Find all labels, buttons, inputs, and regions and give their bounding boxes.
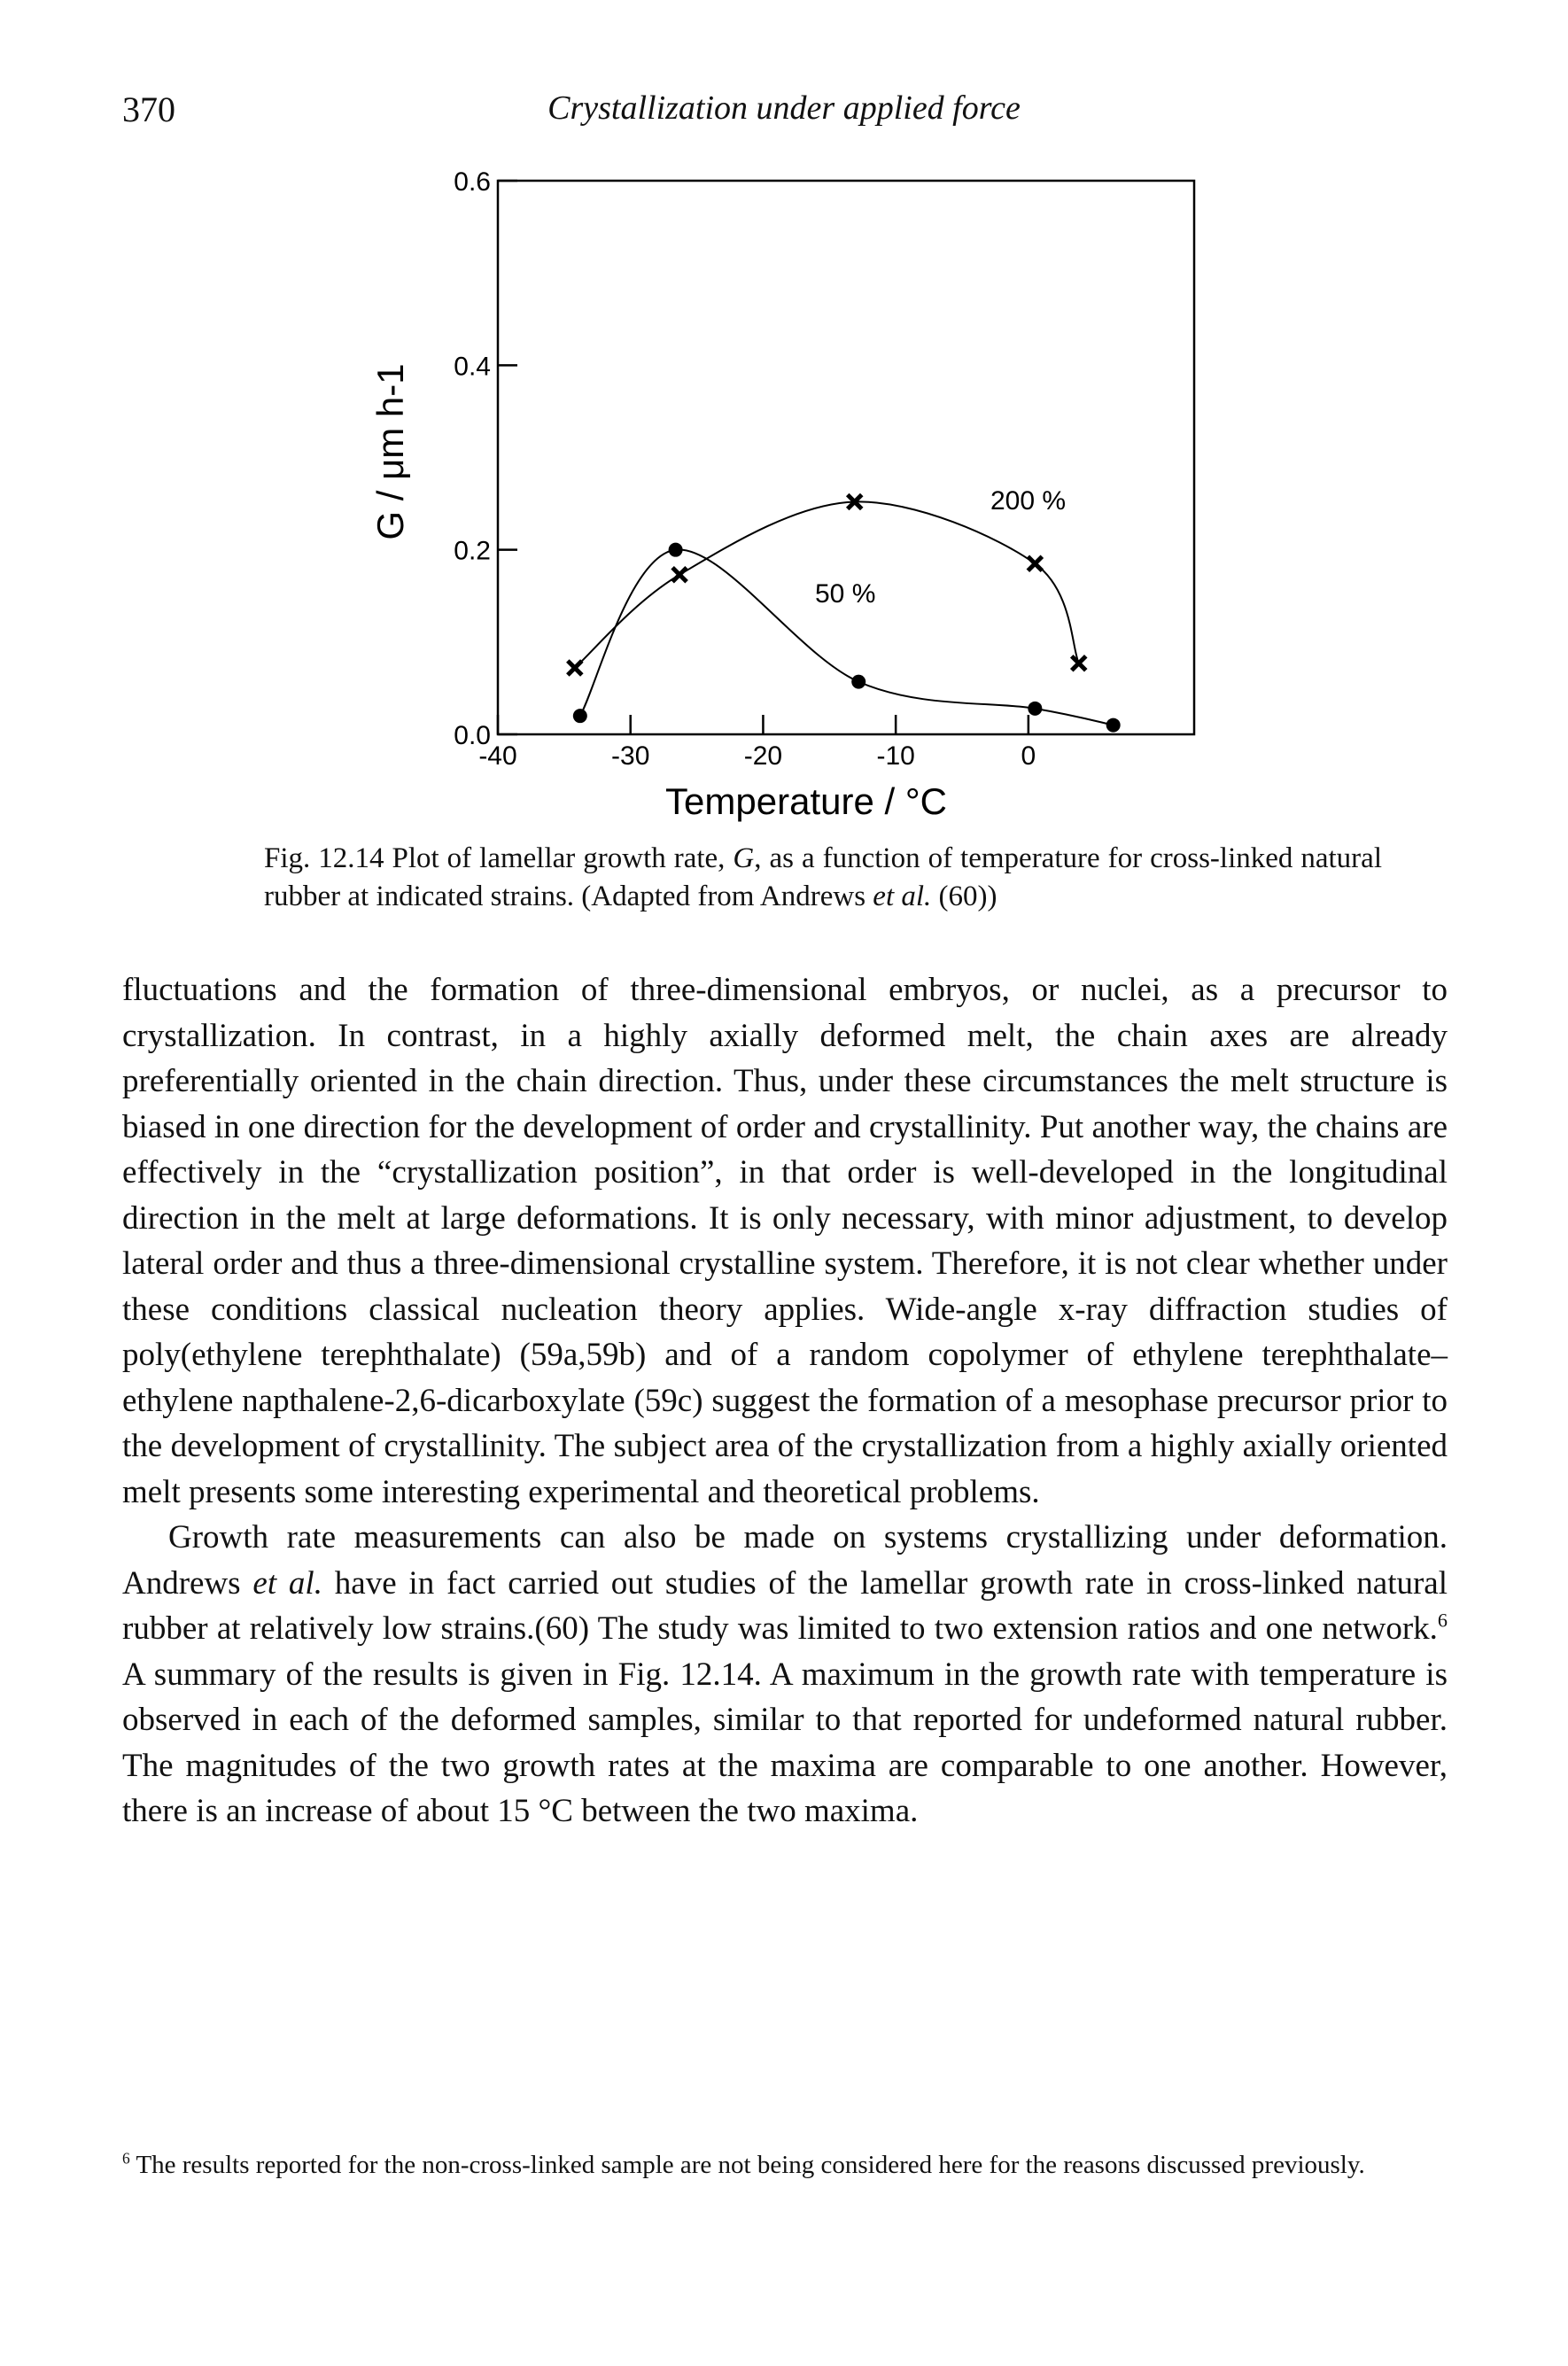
chart: 0.0 0.2 0.4 0.6 -40 -30 -20 -10 0 Temperature / °… bbox=[369, 167, 1196, 822]
footnote-text: The results reported for the non-cross-l… bbox=[136, 2151, 1365, 2179]
caption-text: (60)) bbox=[931, 880, 997, 912]
caption-text: , as a function of temperature for cross… bbox=[264, 842, 1382, 912]
figure-caption: Fig. 12.14 Plot of lamellar growth rate,… bbox=[264, 840, 1382, 916]
data-point bbox=[671, 566, 688, 584]
data-point bbox=[668, 542, 683, 557]
plot-frame bbox=[496, 179, 1196, 736]
running-title: Crystallization under applied force bbox=[547, 89, 1021, 127]
data-point bbox=[572, 709, 587, 724]
x-tick-label: 0 bbox=[1021, 741, 1036, 771]
text: have in fact carried out studies of the … bbox=[122, 1564, 1448, 1648]
footnote: 6 The results reported for the non-cross… bbox=[122, 2148, 1448, 2182]
y-tick-label: 0.6 bbox=[454, 167, 491, 197]
footnote-marker: 6 bbox=[122, 2149, 130, 2168]
paragraph: fluctuations and the formation of three-… bbox=[122, 967, 1448, 1515]
x-axis-label: Temperature / °C bbox=[665, 780, 947, 822]
body-text: fluctuations and the formation of three-… bbox=[122, 967, 1448, 1835]
caption-italic: G bbox=[733, 842, 755, 874]
x-tick-label: -20 bbox=[744, 741, 782, 771]
data-point bbox=[566, 659, 584, 677]
fit-curve bbox=[578, 548, 1114, 726]
curve-label: 50 % bbox=[815, 579, 875, 609]
data-point bbox=[851, 674, 866, 689]
data-point bbox=[1028, 701, 1043, 716]
page-number: 370 bbox=[122, 89, 175, 129]
footnote-ref: 6 bbox=[1437, 1609, 1448, 1632]
italic: et al. bbox=[252, 1564, 322, 1602]
text: A summary of the results is given in Fig… bbox=[122, 1656, 1448, 1830]
x-tick-label: -10 bbox=[876, 741, 914, 771]
caption-text: Fig. 12.14 Plot of lamellar growth rate, bbox=[264, 842, 734, 874]
y-tick-label: 0.4 bbox=[454, 352, 491, 381]
x-tick-label: -40 bbox=[478, 741, 516, 771]
x-tick-label: -30 bbox=[611, 741, 649, 771]
y-tick-label: 0.0 bbox=[454, 721, 491, 750]
paragraph: Growth rate measurements can also be mad… bbox=[122, 1515, 1448, 1835]
text: Growth rate measurements can also be mad… bbox=[122, 1519, 1448, 1602]
data-point bbox=[1026, 555, 1044, 573]
y-axis-label: G / μm h-1 bbox=[369, 363, 411, 539]
data-point bbox=[845, 493, 864, 511]
data-point bbox=[1106, 718, 1121, 733]
text: fluctuations and the formation of three-… bbox=[122, 972, 1448, 1510]
data-point bbox=[1069, 655, 1088, 672]
caption-italic: et al. bbox=[873, 880, 932, 912]
curve-label: 200 % bbox=[990, 486, 1066, 516]
y-tick-label: 0.2 bbox=[454, 537, 491, 566]
